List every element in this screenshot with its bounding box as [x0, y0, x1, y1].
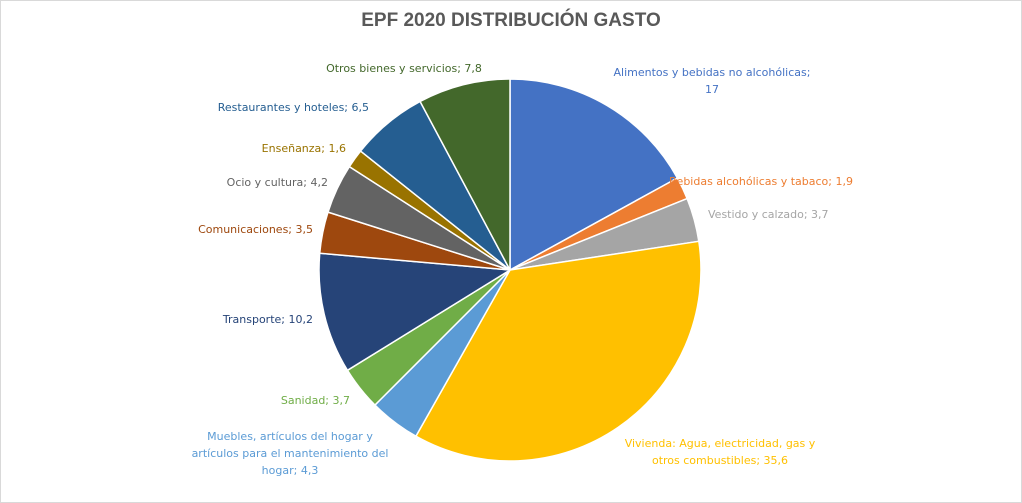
data-label: Ocio y cultura; 4,2 — [227, 176, 328, 189]
data-label: Bebidas alcohólicas y tabaco; 1,9 — [669, 175, 853, 188]
data-label: Restaurantes y hoteles; 6,5 — [218, 101, 369, 114]
data-label: Alimentos y bebidas no alcohólicas; 17 — [614, 66, 811, 96]
data-label: Transporte; 10,2 — [222, 313, 313, 326]
pie-slice — [318, 252, 513, 372]
data-label: Sanidad; 3,7 — [281, 394, 350, 407]
pie-slice — [419, 78, 511, 271]
chart-title: EPF 2020 DISTRIBUCIÓN GASTO — [361, 10, 661, 31]
data-label: Enseñanza; 1,6 — [262, 142, 346, 155]
pie-slice — [414, 240, 702, 462]
data-label: Muebles, artículos del hogar y artículos … — [192, 430, 389, 477]
data-label: Otros bienes y servicios; 7,8 — [326, 62, 482, 75]
data-label: Vivienda: Agua, electricidad, gas y otros… — [625, 437, 816, 467]
pie-slice — [509, 78, 679, 272]
data-label: Vestido y calzado; 3,7 — [708, 208, 829, 221]
data-label: Comunicaciones; 3,5 — [198, 223, 313, 236]
